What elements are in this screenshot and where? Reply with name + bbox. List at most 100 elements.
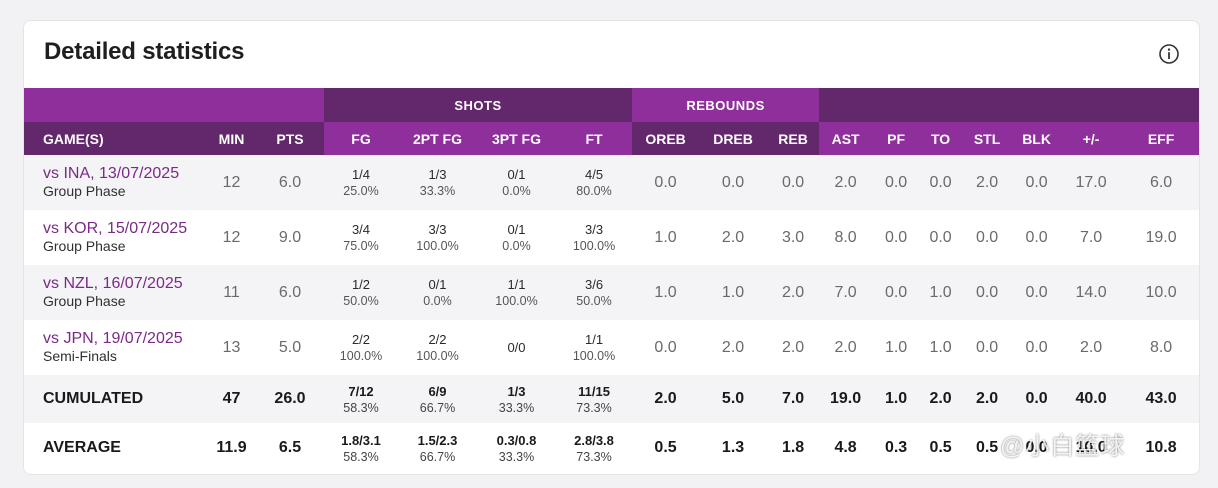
col-stl[interactable]: STL (961, 122, 1014, 155)
table-row: vs INA, 13/07/2025 Group Phase 12 6.0 1/… (24, 155, 1199, 210)
col-pts[interactable]: PTS (256, 122, 324, 155)
pts-cell: 5.0 (256, 320, 324, 375)
fg2-cell: 6/9 66.7% (398, 375, 477, 423)
fg2-cell: 2/2 100.0% (398, 320, 477, 375)
col-ast[interactable]: AST (819, 122, 873, 155)
fg3-made: 1/3 (507, 383, 526, 399)
fg-cell: 2/2 100.0% (324, 320, 398, 375)
dreb-cell: 1.0 (699, 265, 768, 320)
ft-made: 3/3 (584, 222, 604, 237)
ast-cell: 2.0 (819, 155, 873, 210)
ast-cell: 4.8 (819, 423, 873, 473)
stl-cell: 0.0 (961, 265, 1014, 320)
fg-cell: 1/2 50.0% (324, 265, 398, 320)
fg3-made: 0/0 (507, 340, 526, 355)
fg-made: 1.8/3.1 (341, 432, 381, 448)
blk-cell: 0.0 (1013, 265, 1061, 320)
fg-pct: 25.0% (343, 184, 379, 198)
fg3-pct: 0.0% (502, 239, 531, 253)
eff-cell: 8.0 (1122, 320, 1199, 375)
ft-cell: 1/1 100.0% (556, 320, 633, 375)
fg-made: 2/2 (351, 332, 371, 347)
game-cell[interactable]: vs KOR, 15/07/2025 Group Phase (24, 210, 207, 265)
table-row: vs NZL, 16/07/2025 Group Phase 11 6.0 1/… (24, 265, 1199, 320)
fg3-made: 0.3/0.8 (496, 432, 537, 448)
game-link[interactable]: vs INA, 13/07/2025 (43, 165, 180, 182)
min-cell: 11.9 (207, 423, 256, 473)
fg3-cell: 0/1 0.0% (477, 155, 556, 210)
fg2-pct: 33.3% (419, 184, 456, 198)
game-link[interactable]: vs NZL, 16/07/2025 (43, 275, 183, 292)
game-cell[interactable]: vs INA, 13/07/2025 Group Phase (24, 155, 207, 210)
col-oreb[interactable]: OREB (632, 122, 700, 155)
ast-cell: 2.0 (819, 320, 873, 375)
col-dreb[interactable]: DREB (699, 122, 768, 155)
col-3pt-fg[interactable]: 3PT FG (477, 122, 556, 155)
blk-cell: 0.0 (1013, 423, 1061, 473)
pf-cell: 0.0 (872, 155, 921, 210)
ast-cell: 7.0 (819, 265, 873, 320)
oreb-cell: 2.0 (632, 375, 700, 423)
group-header-blank (819, 88, 1199, 122)
oreb-cell: 0.0 (632, 155, 700, 210)
col-to[interactable]: TO (920, 122, 962, 155)
fg-cell: 1/4 25.0% (324, 155, 398, 210)
fg3-made: 0/1 (507, 222, 526, 237)
col-min[interactable]: MIN (207, 122, 256, 155)
fg-pct: 100.0% (339, 349, 383, 363)
stats-table: SHOTS REBOUNDS GAME(S) MIN PTS FG 2PT FG… (24, 88, 1199, 473)
stl-cell: 2.0 (961, 155, 1014, 210)
fg2-pct: 66.7% (419, 400, 456, 415)
dreb-cell: 0.0 (699, 155, 768, 210)
game-cell[interactable]: vs JPN, 19/07/2025 Semi-Finals (24, 320, 207, 375)
col-eff[interactable]: EFF (1122, 122, 1199, 155)
to-cell: 2.0 (920, 375, 962, 423)
col-ft[interactable]: FT (556, 122, 633, 155)
col-plus-minus[interactable]: +/- (1060, 122, 1123, 155)
table-row: vs JPN, 19/07/2025 Semi-Finals 13 5.0 2/… (24, 320, 1199, 375)
stl-cell: 0.5 (961, 423, 1014, 473)
to-cell: 1.0 (920, 265, 962, 320)
fg2-cell: 1/3 33.3% (398, 155, 477, 210)
blk-cell: 0.0 (1013, 155, 1061, 210)
pts-cell: 9.0 (256, 210, 324, 265)
fg3-pct: 33.3% (498, 400, 535, 415)
to-cell: 0.0 (920, 155, 962, 210)
fg2-made: 2/2 (428, 332, 447, 347)
info-icon[interactable] (1158, 43, 1180, 65)
column-header-row: GAME(S) MIN PTS FG 2PT FG 3PT FG FT OREB… (24, 122, 1199, 155)
col-reb[interactable]: REB (767, 122, 820, 155)
fg3-made: 1/1 (507, 277, 526, 292)
min-cell: 12 (207, 210, 256, 265)
oreb-cell: 0.5 (632, 423, 700, 473)
pf-cell: 0.3 (872, 423, 921, 473)
col-games[interactable]: GAME(S) (24, 122, 207, 155)
fg-made: 1/4 (351, 167, 371, 182)
col-pf[interactable]: PF (872, 122, 921, 155)
group-header-blank (24, 88, 324, 122)
col-blk[interactable]: BLK (1013, 122, 1061, 155)
ft-pct: 100.0% (572, 239, 616, 253)
game-phase: Semi-Finals (43, 348, 117, 364)
fg-pct: 75.0% (343, 239, 379, 253)
fg2-made: 1.5/2.3 (417, 432, 458, 448)
detailed-statistics-card: Detailed statistics SHOTS REBOUNDS GAME(… (23, 20, 1200, 475)
game-link[interactable]: vs KOR, 15/07/2025 (43, 220, 188, 237)
fg-made: 1/2 (351, 277, 371, 292)
col-2pt-fg[interactable]: 2PT FG (398, 122, 477, 155)
game-link[interactable]: vs JPN, 19/07/2025 (43, 330, 183, 347)
fg3-cell: 0.3/0.8 33.3% (477, 423, 556, 473)
fg2-made: 6/9 (428, 383, 447, 399)
to-cell: 0.0 (920, 210, 962, 265)
pts-cell: 26.0 (256, 375, 324, 423)
col-fg[interactable]: FG (324, 122, 398, 155)
ft-made: 3/6 (584, 277, 604, 292)
game-phase: Group Phase (43, 293, 126, 309)
min-cell: 11 (207, 265, 256, 320)
ft-cell: 3/3 100.0% (556, 210, 633, 265)
game-phase: Group Phase (43, 238, 126, 254)
eff-cell: 19.0 (1122, 210, 1199, 265)
game-cell[interactable]: vs NZL, 16/07/2025 Group Phase (24, 265, 207, 320)
fg2-made: 0/1 (428, 277, 447, 292)
pf-cell: 0.0 (872, 265, 921, 320)
